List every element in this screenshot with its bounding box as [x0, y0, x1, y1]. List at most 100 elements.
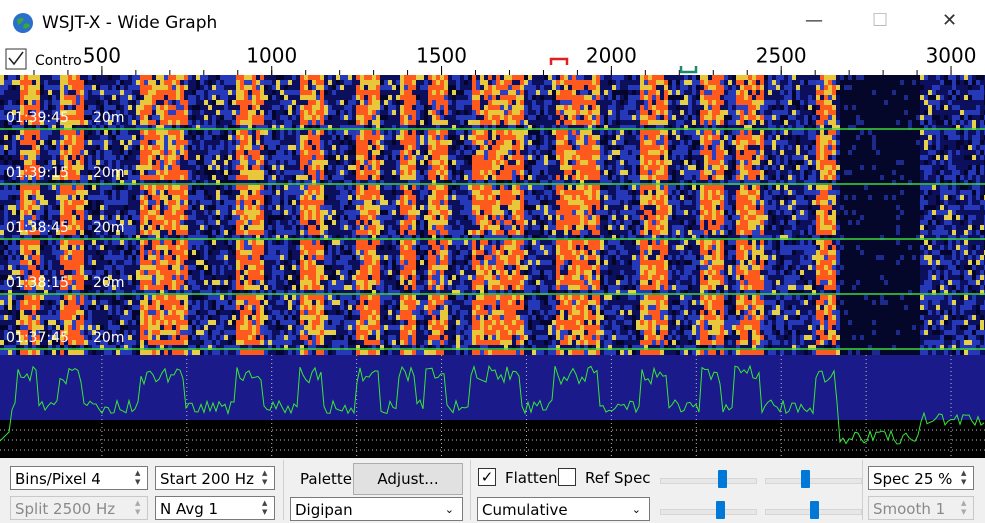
- waterfall-cell: [508, 180, 512, 185]
- waterfall-cell: [404, 200, 408, 205]
- waterfall-cell: [360, 215, 364, 220]
- waterfall-cell: [472, 210, 476, 215]
- waterfall-cell: [432, 210, 436, 215]
- waterfall-cell: [248, 80, 252, 85]
- waterfall-cell: [248, 150, 252, 155]
- waterfall-cell: [180, 120, 184, 125]
- waterfall-cell: [296, 140, 300, 145]
- waterfall-cell: [176, 90, 180, 95]
- waterfall-cell: [516, 215, 520, 220]
- waterfall-cell: [424, 110, 428, 115]
- waterfall-cell: [768, 120, 772, 125]
- waterfall-cell: [764, 200, 768, 205]
- waterfall-cell: [188, 75, 192, 80]
- waterfall-cell: [136, 155, 140, 160]
- waterfall-cell: [488, 110, 492, 115]
- waterfall-cell: [108, 190, 112, 195]
- waterfall-cell: [760, 130, 764, 135]
- waterfall-cell: [388, 215, 392, 220]
- waterfall-cell: [396, 130, 400, 135]
- waterfall-cell: [224, 175, 228, 180]
- waterfall-cell: [448, 170, 452, 175]
- waterfall-cell: [736, 80, 740, 85]
- waterfall-cell: [416, 150, 420, 155]
- waterfall-cell: [360, 170, 364, 175]
- waterfall-cell: [920, 165, 924, 170]
- waterfall-cell: [492, 80, 496, 85]
- waterfall-cell: [440, 135, 444, 140]
- waterfall-cell: [160, 130, 164, 135]
- waterfall-cell: [280, 200, 284, 205]
- waterfall-cell: [156, 175, 160, 180]
- waterfall-cell: [788, 210, 792, 215]
- waterfall-cell: [20, 115, 24, 120]
- waterfall-cell: [180, 150, 184, 155]
- waterfall-cell: [284, 80, 288, 85]
- waterfall-cell: [16, 170, 20, 175]
- waterfall-cell: [104, 215, 108, 220]
- maximize-button[interactable]: ☐: [872, 10, 889, 31]
- waterfall-cell: [92, 165, 96, 170]
- waterfall-cell: [968, 145, 972, 150]
- waterfall-cell: [516, 95, 520, 100]
- waterfall-cell: [124, 170, 128, 175]
- waterfall-cell: [28, 95, 32, 100]
- waterfall-cell: [444, 145, 448, 150]
- waterfall-cell: [596, 75, 600, 80]
- waterfall-cell: [476, 210, 480, 215]
- waterfall-cell: [948, 130, 952, 135]
- waterfall-cell: [132, 210, 136, 215]
- waterfall-cell: [0, 75, 4, 80]
- waterfall-cell: [4, 185, 8, 190]
- waterfall-cell: [528, 130, 532, 135]
- waterfall-cell: [336, 215, 340, 220]
- waterfall-cell: [616, 150, 620, 155]
- waterfall-cell: [976, 80, 980, 85]
- waterfall-cell: [120, 200, 124, 205]
- waterfall-cell: [84, 80, 88, 85]
- waterfall-cell: [724, 200, 728, 205]
- waterfall-cell: [292, 90, 296, 95]
- waterfall-cell: [32, 155, 36, 160]
- waterfall-cell: [248, 95, 252, 100]
- waterfall-cell: [580, 80, 584, 85]
- waterfall-cell: [628, 160, 632, 165]
- waterfall-cell: [312, 120, 316, 125]
- minimize-button[interactable]: —: [805, 10, 823, 31]
- waterfall-cell: [660, 160, 664, 165]
- waterfall-cell: [780, 180, 784, 185]
- waterfall-cell: [264, 155, 268, 160]
- waterfall-cell: [108, 100, 112, 105]
- waterfall-cell: [668, 110, 672, 115]
- waterfall-cell: [872, 140, 876, 145]
- waterfall-cell: [624, 155, 628, 160]
- waterfall-cell: [580, 150, 584, 155]
- waterfall-cell: [580, 155, 584, 160]
- waterfall-cell: [512, 195, 516, 200]
- waterfall-cell: [464, 115, 468, 120]
- waterfall-cell: [24, 105, 28, 110]
- waterfall-cell: [160, 80, 164, 85]
- waterfall-cell: [508, 120, 512, 125]
- waterfall-cell: [20, 120, 24, 125]
- waterfall-cell: [820, 185, 824, 190]
- waterfall-cell: [748, 95, 752, 100]
- waterfall-cell: [256, 165, 260, 170]
- waterfall-cell: [780, 120, 784, 125]
- waterfall-cell: [108, 220, 112, 225]
- waterfall-cell: [472, 220, 476, 225]
- waterfall-cell: [360, 90, 364, 95]
- waterfall-cell: [332, 85, 336, 90]
- waterfall-cell: [876, 150, 880, 155]
- waterfall-cell: [272, 110, 276, 115]
- waterfall-cell: [232, 175, 236, 180]
- waterfall-cell: [784, 155, 788, 160]
- waterfall-cell: [292, 150, 296, 155]
- waterfall-cell: [72, 150, 76, 155]
- waterfall-cell: [524, 155, 528, 160]
- close-button[interactable]: ✕: [942, 10, 958, 31]
- waterfall-cell: [636, 220, 640, 225]
- waterfall-cell: [636, 155, 640, 160]
- waterfall-cell: [648, 170, 652, 175]
- waterfall-cell: [44, 160, 48, 165]
